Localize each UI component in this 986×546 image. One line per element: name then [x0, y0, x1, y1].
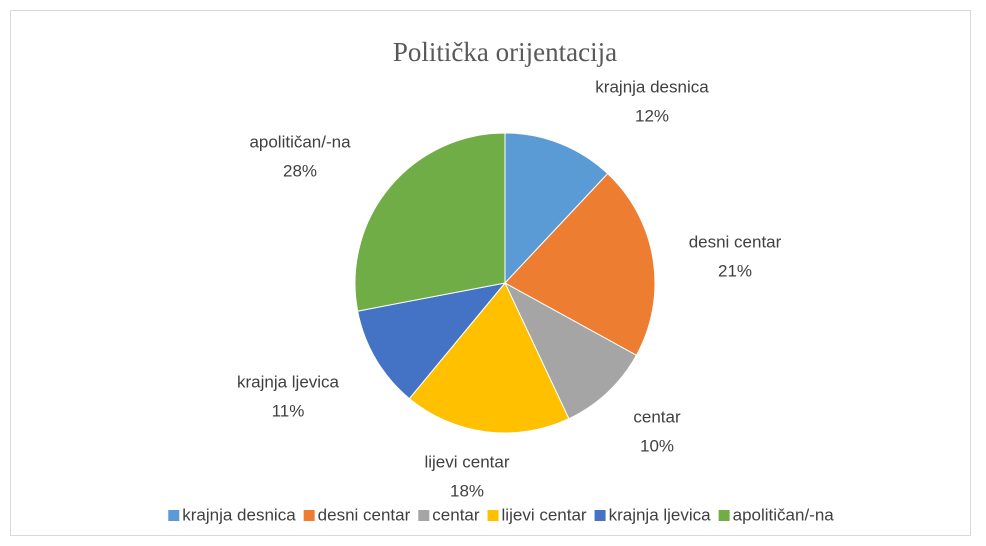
slice-value-label: 21%: [718, 261, 752, 280]
legend-label: centar: [432, 505, 480, 524]
legend-label: krajnja ljevica: [609, 505, 712, 524]
slice-value-label: 18%: [450, 481, 484, 500]
slice-label: krajnja desnica: [595, 77, 709, 96]
legend-swatch: [487, 510, 499, 521]
legend-swatch: [168, 510, 180, 521]
pie-slice: [504, 132, 609, 285]
legend-swatch: [418, 510, 430, 521]
legend-label: desni centar: [318, 505, 411, 524]
pie-slice: [357, 282, 507, 400]
legend-swatch: [594, 510, 606, 521]
slice-value-label: 10%: [640, 436, 674, 455]
chart-title: Politička orijentacija: [393, 37, 617, 67]
slice-label: lijevi centar: [424, 452, 509, 471]
slice-value-label: 11%: [272, 401, 305, 420]
legend-label: apolitičan/-na: [733, 505, 835, 524]
pie-slice: [504, 172, 656, 356]
legend-swatch: [718, 510, 730, 521]
legend-label: lijevi centar: [502, 505, 587, 524]
slice-label: desni centar: [689, 232, 782, 251]
pie-slice: [354, 132, 506, 312]
pie-slice: [503, 281, 638, 420]
slice-value-label: 28%: [283, 161, 317, 180]
pie-slice: [408, 282, 570, 434]
slice-value-label: 12%: [635, 106, 669, 125]
legend-swatch: [303, 510, 315, 521]
slice-label: centar: [633, 407, 681, 426]
slice-label: apolitičan/-na: [249, 132, 351, 151]
slice-label: krajnja ljevica: [237, 372, 340, 391]
legend-label: krajnja desnica: [182, 505, 296, 524]
